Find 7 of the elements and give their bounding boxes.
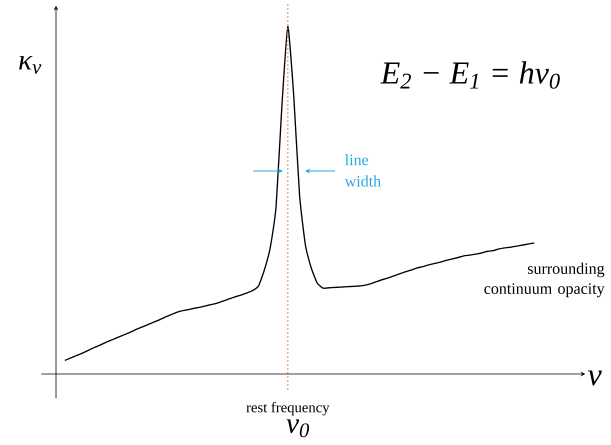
y-axis-title: κ$_{ν}$ [19, 56, 42, 74]
text: ν$_{0}$ [286, 419, 310, 438]
annotation: E$_{2}$ − E$_{1}$ = hν$_{0}$ [380, 61, 560, 89]
annotation: surrounding continuum opacity [484, 262, 605, 298]
annotation: line width [344, 154, 381, 187]
x-axis-title: ν [588, 370, 602, 386]
text: rest frequency [246, 402, 330, 416]
